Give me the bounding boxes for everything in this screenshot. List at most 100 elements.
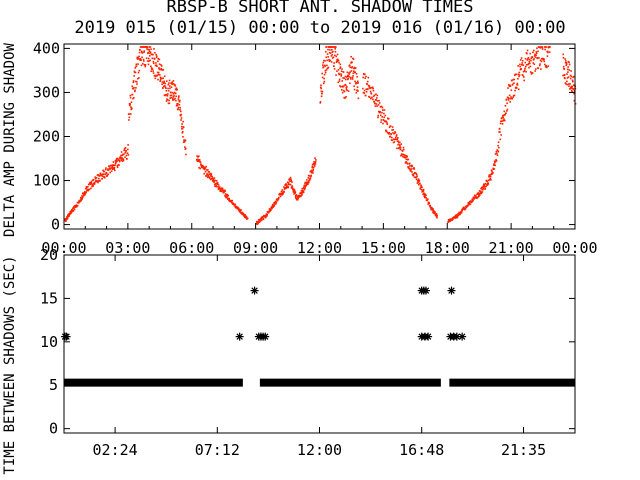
amp-data-point (199, 161, 202, 163)
interval-data-point (447, 286, 456, 295)
amp-data-point (343, 85, 345, 87)
amp-data-point (295, 197, 297, 200)
amp-data-point (406, 156, 408, 158)
amp-data-point (339, 66, 342, 68)
amp-data-point (157, 57, 160, 60)
amp-data-point (290, 178, 292, 181)
amp-data-point (351, 66, 353, 69)
amp-data-point (356, 89, 359, 91)
amp-data-point (147, 48, 149, 51)
amp-data-point (338, 78, 341, 81)
amp-data-point (568, 69, 571, 71)
amp-data-point (204, 170, 207, 173)
amp-data-point (519, 63, 521, 66)
amp-data-point (179, 109, 181, 111)
amp-data-point (502, 119, 505, 122)
amp-data-point (303, 187, 305, 190)
amp-data-point (527, 62, 530, 65)
amp-data-point (410, 168, 412, 170)
amp-data-point (521, 60, 524, 62)
amp-data-point (513, 74, 516, 77)
amp-data-point (339, 85, 342, 88)
amp-data-point (92, 178, 95, 181)
amp-data-point (309, 170, 312, 173)
amp-data-point (135, 81, 138, 83)
amp-data-point (349, 82, 351, 85)
amp-data-point (289, 180, 291, 183)
amp-data-point (395, 135, 398, 137)
interval-data-point (424, 332, 433, 341)
amp-data-point (201, 164, 204, 167)
amp-data-point (174, 88, 177, 91)
amp-data-point (286, 185, 288, 188)
amp-data-point (486, 180, 489, 183)
amp-data-point (398, 141, 400, 144)
amp-data-point (516, 84, 519, 86)
amp-data-point (507, 97, 510, 99)
amp-data-point (567, 83, 570, 85)
amp-data-point (208, 173, 210, 176)
amp-data-point (154, 77, 157, 80)
amp-data-point (541, 48, 544, 50)
amp-data-point (132, 97, 134, 100)
amp-data-point (124, 151, 127, 154)
amp-data-point (135, 65, 138, 67)
amp-data-point (480, 187, 482, 190)
amp-data-point (343, 90, 346, 93)
amp-data-point (150, 70, 153, 73)
amp-data-point (182, 120, 184, 123)
amp-data-point (410, 169, 412, 171)
amp-data-point (215, 185, 218, 188)
amp-data-point (544, 48, 546, 51)
amp-data-point (130, 113, 132, 115)
amp-data-point (498, 146, 500, 149)
amp-data-point (417, 179, 419, 182)
amp-data-point (569, 77, 572, 80)
amp-data-point (148, 48, 150, 51)
amp-data-point (471, 198, 474, 200)
amp-data-point (125, 150, 127, 152)
amp-data-point (121, 160, 124, 162)
amp-data-point (514, 89, 516, 92)
amp-data-point (161, 83, 163, 86)
amp-data-point (506, 102, 508, 105)
amp-data-point (203, 168, 206, 171)
amp-data-point (481, 191, 484, 193)
amp-data-point (417, 178, 420, 181)
amp-data-point (207, 176, 210, 178)
amp-data-point (527, 56, 530, 59)
amp-data-point (173, 98, 176, 101)
amp-data-point (234, 206, 237, 209)
amp-data-point (534, 70, 537, 72)
amp-data-point (344, 78, 347, 81)
amp-x-tick-label: 21:00 (489, 239, 534, 257)
amp-data-point (378, 99, 380, 102)
amp-data-point (174, 97, 176, 100)
amp-data-point (340, 75, 342, 77)
amp-data-point (565, 64, 568, 67)
amp-data-point (509, 85, 512, 87)
amp-data-point (135, 63, 138, 66)
amp-data-point (323, 73, 326, 76)
amp-data-point (100, 174, 103, 177)
amp-data-point (436, 214, 438, 217)
amp-data-point (207, 174, 209, 177)
amp-data-point (429, 204, 431, 207)
amp-data-point (308, 181, 310, 184)
amp-data-point (217, 185, 219, 188)
amp-data-point (535, 52, 538, 55)
amp-data-point (384, 120, 387, 123)
amp-data-point (180, 125, 183, 128)
amp-data-point (327, 48, 329, 51)
amp-data-point (257, 222, 259, 225)
amp-data-point (500, 117, 503, 120)
amp-data-point (226, 193, 229, 196)
amp-data-point (225, 194, 228, 197)
amp-data-point (492, 171, 494, 174)
amp-data-point (97, 181, 99, 184)
amp-data-point (303, 188, 306, 191)
amp-data-point (116, 164, 119, 167)
amp-data-point (371, 96, 373, 99)
amp-data-point (434, 211, 436, 214)
amp-data-point (376, 105, 378, 107)
